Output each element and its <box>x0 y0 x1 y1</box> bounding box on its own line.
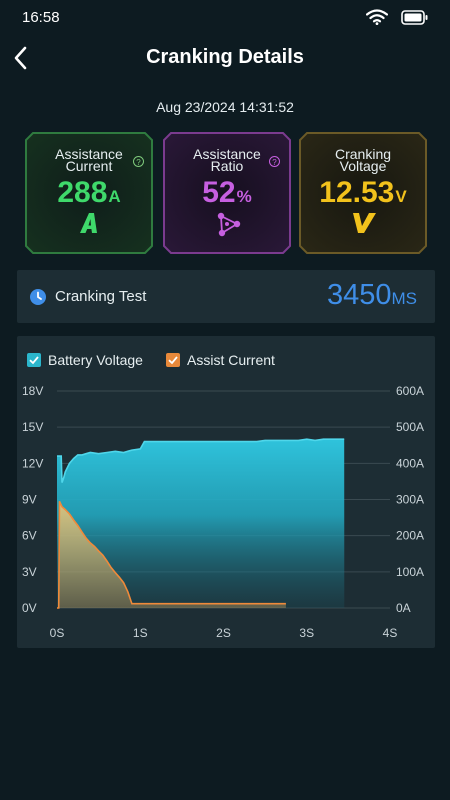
x-tick-label: 4S <box>383 626 398 640</box>
ratio-nodes-icon <box>217 212 241 237</box>
x-tick-label: 2S <box>216 626 231 640</box>
y-left-tick-label: 3V <box>22 565 37 579</box>
card-label-line1: Assistance <box>55 146 123 162</box>
clock-icon <box>30 289 46 305</box>
assistance-current-value: 288 <box>57 176 108 209</box>
battery-icon <box>401 10 428 25</box>
cranking-voltage-value: 12.53 <box>319 176 395 209</box>
assistance-ratio-value: 52 <box>202 176 236 209</box>
cranking-test-unit: MS <box>391 289 418 308</box>
card-frame <box>163 132 291 254</box>
battery-voltage-line <box>57 438 345 483</box>
cranking-voltage-unit: V <box>395 187 407 206</box>
y-left-tick-label: 12V <box>22 456 43 470</box>
legend-label: Assist Current <box>187 352 275 368</box>
help-icon[interactable]: ? <box>133 156 144 167</box>
card-label-line1: Assistance <box>193 146 261 162</box>
chart-panel: Battery Voltage Assist Current 0V 0A 3V 100… <box>17 336 435 648</box>
card-label-line2: Current <box>65 158 113 174</box>
y-right-tick-label: 100A <box>396 565 424 579</box>
letter-v-icon <box>353 213 376 233</box>
chart-svg: 0V 0A 3V 100A 6V 200A 9V 300A 12V 400A 15V 500A 18V 6… <box>22 384 424 640</box>
back-arrow-icon[interactable] <box>10 44 34 72</box>
y-right-tick-label: 600A <box>396 384 424 398</box>
card-frame <box>299 132 427 254</box>
cranking-test-value: 3450 <box>326 279 392 311</box>
y-right-tick-label: 0A <box>396 601 411 615</box>
x-tick-label: 0S <box>50 626 65 640</box>
checkbox-checked-icon[interactable] <box>27 353 41 367</box>
test-timestamp: Aug 23/2024 14:31:52 <box>156 99 294 115</box>
legend-battery-voltage[interactable]: Battery Voltage <box>27 352 159 370</box>
cranking-voltage-card: Cranking Voltage 12.53V <box>299 132 427 254</box>
y-left-tick-label: 0V <box>22 601 37 615</box>
y-left-tick-label: 9V <box>22 493 37 507</box>
assistance-current-unit: A <box>108 187 121 206</box>
card-label-line2: Voltage <box>339 158 387 174</box>
letter-a-icon <box>80 213 97 233</box>
legend-assist-current[interactable]: Assist Current <box>166 352 296 370</box>
checkbox-checked-icon[interactable] <box>166 353 180 367</box>
x-tick-label: 3S <box>299 626 314 640</box>
card-label-line1: Cranking <box>334 146 392 162</box>
y-right-tick-label: 200A <box>396 529 424 543</box>
cranking-test-row: Cranking Test 3450MS <box>17 270 435 323</box>
assist-current-line <box>57 500 286 609</box>
help-icon[interactable]: ? <box>269 156 280 167</box>
status-bar: 16:58 <box>0 0 450 36</box>
assist-current-area <box>57 501 286 608</box>
cranking-test-label: Cranking Test <box>55 288 147 305</box>
assistance-ratio-unit: % <box>236 187 252 206</box>
x-tick-label: 1S <box>133 626 148 640</box>
y-left-tick-label: 15V <box>22 420 43 434</box>
header: Cranking Details <box>0 36 450 82</box>
assistance-current-card: Assistance Current ? 288A <box>25 132 153 254</box>
y-right-tick-label: 400A <box>396 456 424 470</box>
status-time: 16:58 <box>22 9 60 26</box>
page-title: Cranking Details <box>146 46 304 68</box>
y-right-tick-label: 500A <box>396 420 424 434</box>
y-left-tick-label: 6V <box>22 529 37 543</box>
wifi-icon <box>366 9 388 25</box>
y-right-tick-label: 300A <box>396 493 424 507</box>
card-label-line2: Ratio <box>210 158 244 174</box>
legend-label: Battery Voltage <box>48 352 143 368</box>
battery-voltage-area <box>57 439 345 608</box>
card-frame <box>25 132 153 254</box>
assistance-ratio-card: Assistance Ratio ? 52% <box>163 132 291 254</box>
y-left-tick-label: 18V <box>22 384 43 398</box>
